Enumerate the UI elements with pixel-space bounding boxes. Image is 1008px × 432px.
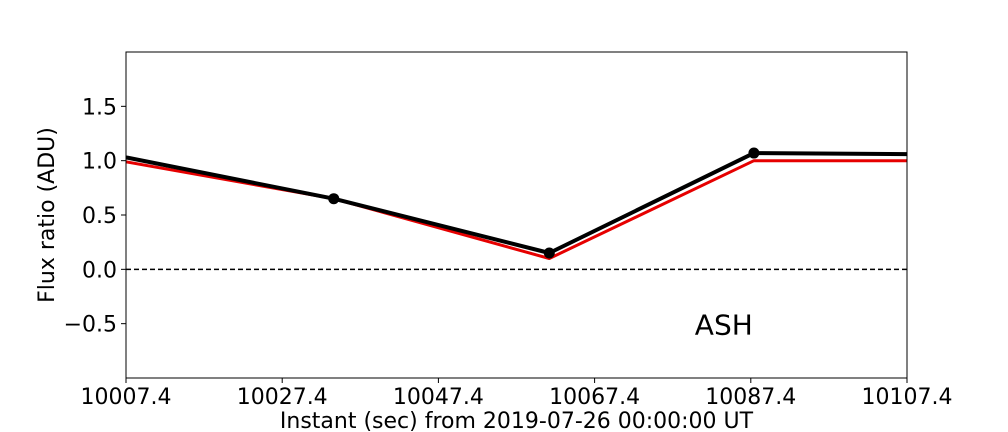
data-point-marker [748,147,760,159]
x-tick-label: 10087.4 [705,385,796,410]
x-tick-label: 10027.4 [237,385,328,410]
x-tick-label: 10107.4 [862,385,953,410]
y-tick-label: 0.0 [82,258,117,283]
x-tick-label: 10067.4 [549,385,640,410]
y-axis-title: Flux ratio (ADU) [35,127,60,303]
x-axis-title: Instant (sec) from 2019-07-26 00:00:00 U… [280,409,754,432]
series-line-black [126,151,907,255]
data-point-marker [543,247,555,259]
plot-area: 10007.4 10027.4 10047.4 10067.4 10087.4 10107… [64,51,953,410]
y-tick-label: 1.5 [82,95,117,120]
data-point-marker [328,193,340,205]
annotation-label: ASH [695,309,753,342]
x-tick-label: 10007.4 [81,385,172,410]
y-tick-label: −0.5 [64,313,117,338]
y-tick-label: 0.5 [82,204,117,229]
plot-frame [125,51,908,379]
y-tick-label: 1.0 [82,150,117,175]
x-tick-label: 10047.4 [393,385,484,410]
